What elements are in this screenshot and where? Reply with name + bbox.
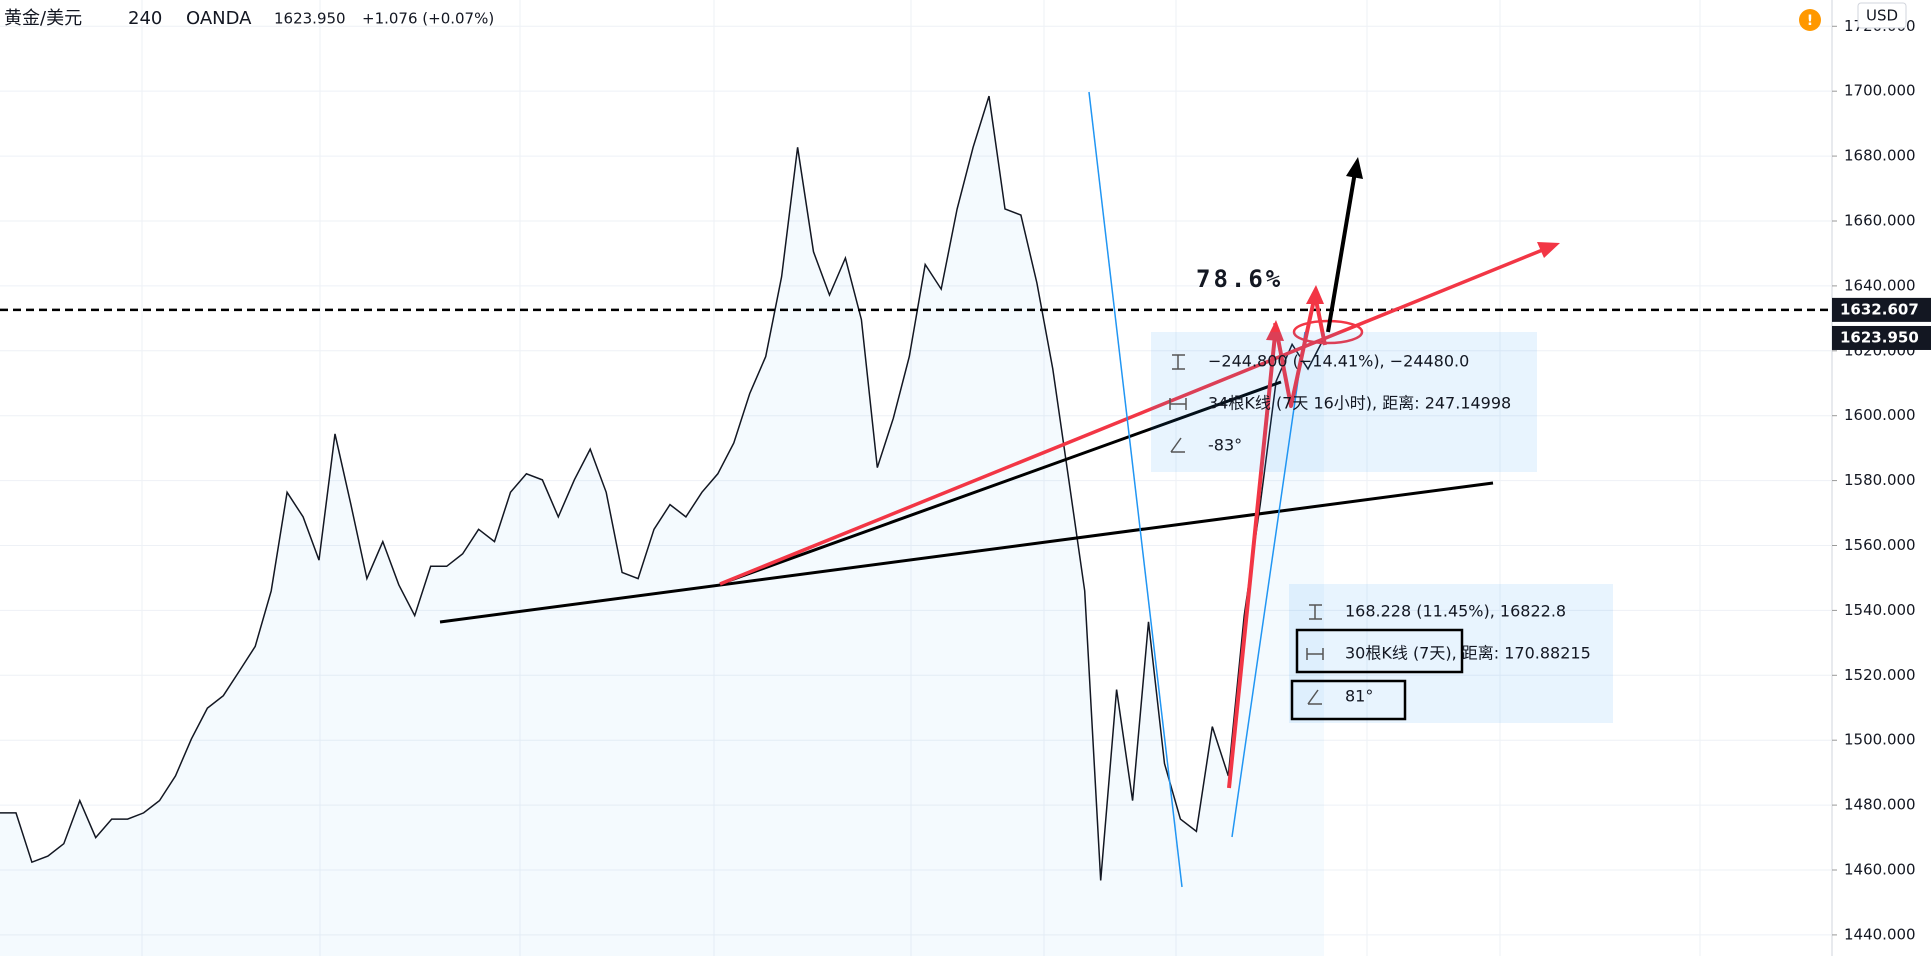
price-tag-label: 1623.950 (1840, 328, 1919, 346)
arrow-head (1306, 285, 1324, 304)
measure-text: −244.800 (−14.41%), −24480.0 (1208, 352, 1469, 371)
angle-icon (1307, 689, 1322, 705)
measure-box (1151, 332, 1537, 472)
y-tick-label: 1600.000 (1844, 406, 1916, 424)
interval: 240 (128, 8, 162, 29)
y-tick-label: 1480.000 (1844, 796, 1916, 814)
measure-text: 34根K线 (7天 16小时), 距离: 247.14998 (1208, 394, 1511, 413)
bars-icon (1306, 648, 1324, 660)
measure-text: 30根K线 (7天), 距离: 170.88215 (1345, 644, 1591, 663)
y-tick-label: 1680.000 (1844, 147, 1916, 165)
trend-line (439, 481, 1494, 624)
y-tick-label: 1500.000 (1844, 731, 1916, 749)
change: +1.076 (+0.07%) (362, 10, 494, 28)
highlight-box (1290, 679, 1407, 721)
price-line (0, 95, 1325, 881)
measure-line (1088, 91, 1183, 888)
measure-box (1289, 584, 1613, 723)
arrow (1273, 293, 1327, 408)
measure-text: -83° (1208, 436, 1242, 455)
last-price: 1623.950 (274, 10, 346, 28)
y-tick-label: 1540.000 (1844, 601, 1916, 619)
price-tag (1832, 325, 1931, 350)
y-tick-label: 1520.000 (1844, 666, 1916, 684)
annotation: 78.6% (1196, 265, 1283, 293)
exchange: OANDA (186, 8, 252, 29)
range-icon (1172, 354, 1185, 370)
currency-button[interactable] (1857, 2, 1907, 29)
y-tick-label: 1700.000 (1844, 82, 1916, 100)
y-tick-label: 1580.000 (1844, 471, 1916, 489)
range-icon (1309, 604, 1322, 620)
measure-text: 168.228 (11.45%), 16822.8 (1345, 602, 1566, 621)
area (0, 96, 1324, 956)
trend-arrow (719, 247, 1546, 586)
trend-line (719, 380, 1282, 586)
y-tick-label: 1440.000 (1844, 925, 1916, 943)
arrow (1326, 171, 1357, 333)
price-tag (1832, 297, 1931, 322)
price-axis (1832, 0, 1931, 956)
y-tick-label: 1660.000 (1844, 211, 1916, 229)
measure-text: 81° (1345, 687, 1373, 706)
currency: USD (1866, 7, 1898, 25)
alert-icon[interactable] (1799, 9, 1821, 31)
y-tick-label: 1640.000 (1844, 276, 1916, 294)
arrow-head (1346, 157, 1363, 179)
bars-icon (1169, 398, 1187, 410)
measure-line (1231, 331, 1306, 838)
alert-mark: ! (1807, 13, 1813, 29)
arrow (1227, 334, 1277, 789)
price-tag-label: 1632.607 (1840, 300, 1919, 318)
header: 黄金/美元 240 OANDA 1623.950 +1.076 (+0.07%) (4, 8, 494, 29)
y-tick-label: 1560.000 (1844, 536, 1916, 554)
angle-icon (1170, 437, 1185, 453)
highlight-box (1295, 628, 1464, 674)
arrow-head (1537, 242, 1560, 258)
symbol: 黄金/美元 (4, 8, 82, 29)
y-tick-label: 1460.000 (1844, 861, 1916, 879)
